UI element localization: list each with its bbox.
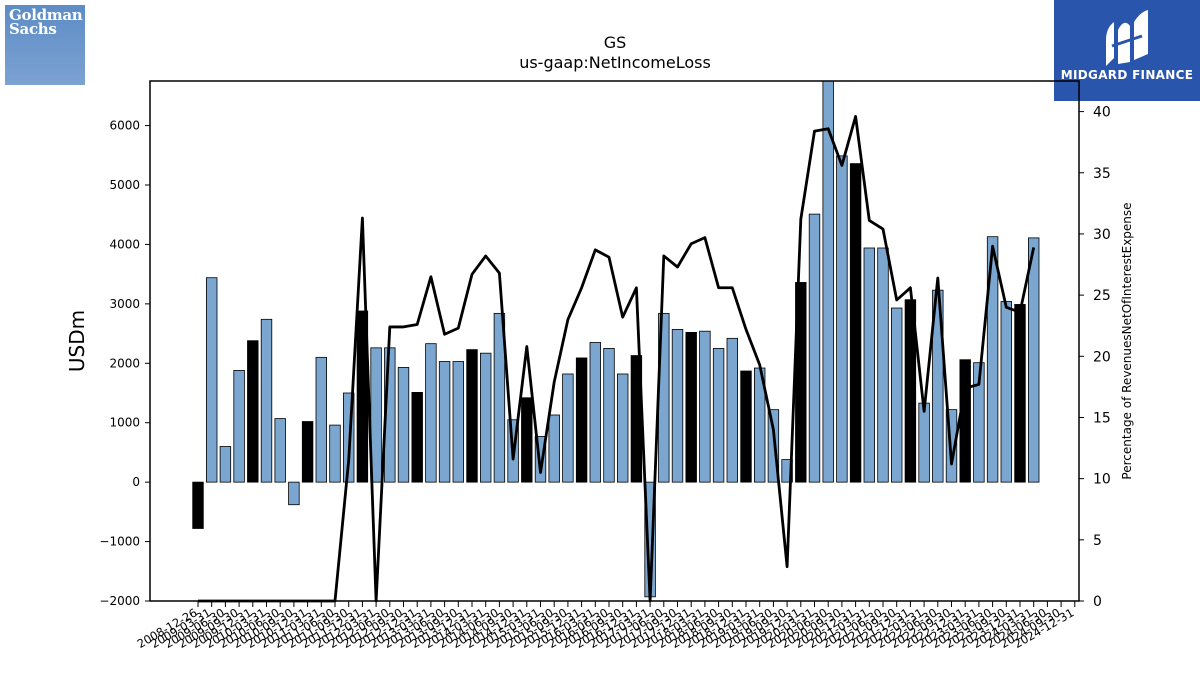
bar-2014-12-31 — [521, 397, 533, 483]
bar-2021-09-30 — [891, 307, 903, 483]
bar-2014-06-30 — [493, 312, 506, 483]
bar-2023-12-31 — [1014, 304, 1026, 483]
bar-2017-12-31 — [685, 331, 697, 483]
bar-2019-09-30 — [781, 459, 793, 483]
bar-2012-12-31 — [411, 392, 423, 483]
bar-2017-09-30 — [671, 329, 684, 483]
y-tick-label: 4000 — [109, 237, 140, 251]
bar-2016-09-30 — [617, 373, 629, 483]
bar-2021-06-30 — [877, 247, 889, 483]
y2-tick-label: 40 — [1093, 105, 1111, 121]
bar-2015-03-31 — [534, 435, 547, 483]
midgard-finance-label: MIDGARD FINANCE — [1060, 68, 1194, 82]
bar-2010-03-31 — [260, 318, 273, 483]
bar-2020-03-31 — [808, 213, 821, 483]
y-tick-label: 2000 — [109, 356, 140, 370]
bar-2016-03-31 — [589, 342, 602, 483]
bar-2010-09-30 — [288, 481, 300, 506]
bar-2023-06-30 — [986, 236, 999, 483]
y-tick-label: 0 — [132, 475, 140, 489]
bar-2021-03-31 — [863, 247, 876, 483]
bar-2009-09-30 — [233, 370, 245, 483]
bar-2009-03-31 — [205, 277, 218, 483]
bar-2013-09-30 — [452, 361, 465, 483]
bar-2011-03-31 — [315, 356, 328, 483]
bar-2013-03-31 — [425, 343, 437, 483]
y-tick-label: −2000 — [99, 594, 140, 608]
bar-2015-09-30 — [562, 373, 574, 483]
y2-tick-label: 35 — [1093, 166, 1111, 182]
y-tick-label: 6000 — [109, 119, 140, 133]
bar-2011-06-30 — [329, 424, 341, 483]
chart-title: GS — [604, 33, 627, 52]
bar-2009-06-30 — [219, 446, 232, 483]
x-axis-ticks: 2008-12-262009-03-312009-06-302009-09-30… — [135, 601, 1076, 651]
bar-2008-12-26 — [192, 481, 204, 529]
midgard-finance-logo: MIDGARD FINANCE — [1054, 0, 1200, 101]
y2-tick-label: 5 — [1093, 533, 1102, 549]
bar-2018-09-30 — [726, 337, 739, 483]
y2-axis-ticks: 0 5 10 15 20 25 30 35 40 — [1079, 105, 1111, 610]
bar-2018-12-31 — [740, 370, 752, 483]
bar-2019-06-30 — [767, 409, 780, 483]
bar-2020-09-30 — [836, 155, 848, 483]
bar-2023-03-31 — [973, 362, 985, 483]
y-tick-label: −1000 — [99, 535, 140, 549]
y2-tick-label: 25 — [1093, 288, 1111, 304]
bar-2015-06-30 — [548, 414, 560, 483]
y2-tick-label: 10 — [1093, 472, 1111, 488]
bar-2010-12-31 — [301, 421, 314, 483]
y2-tick-label: 20 — [1093, 349, 1111, 365]
y2-tick-label: 30 — [1093, 227, 1111, 243]
bar-2018-06-30 — [712, 348, 725, 483]
y-axis-ticks: −2000 −1000 0 1000 2000 3000 4000 5000 6000 — [99, 119, 150, 608]
bar-2020-12-31 — [849, 163, 862, 483]
plot-frame — [149, 80, 1080, 602]
bar-2014-03-31 — [479, 352, 492, 483]
y-tick-label: 3000 — [109, 297, 140, 311]
bars-layer — [192, 80, 1040, 598]
bar-2022-03-31 — [918, 402, 930, 483]
y2-tick-label: 0 — [1093, 594, 1102, 610]
percentage-line — [198, 115, 1036, 603]
bar-2012-09-30 — [397, 367, 410, 483]
y-tick-label: 1000 — [109, 416, 140, 430]
chart-subtitle: us-gaap:NetIncomeLoss — [519, 53, 711, 72]
bar-2013-12-31 — [466, 349, 478, 483]
y2-tick-label: 15 — [1093, 410, 1111, 426]
bar-2009-12-31 — [247, 340, 259, 483]
bar-2016-06-30 — [603, 348, 615, 483]
bar-2022-12-31 — [959, 359, 971, 483]
bar-2023-09-30 — [1000, 301, 1013, 483]
bar-2018-03-31 — [699, 330, 711, 483]
bar-2013-06-30 — [438, 361, 451, 483]
goldman-sachs-logo: Goldman Sachs — [5, 5, 85, 85]
y-axis-label: USDm — [65, 310, 89, 372]
bar-2010-06-30 — [274, 418, 286, 483]
line-layer — [198, 115, 1036, 603]
bar-2015-12-31 — [575, 357, 588, 483]
y-tick-label: 5000 — [109, 178, 140, 192]
goldman-sachs-logo-text: Goldman Sachs — [9, 6, 83, 38]
y2-axis-label: Percentage of RevenuesNetOfInterestExpen… — [1120, 202, 1134, 479]
bar-2024-03-31 — [1028, 237, 1040, 483]
midgard-emblem-icon — [1106, 10, 1148, 66]
